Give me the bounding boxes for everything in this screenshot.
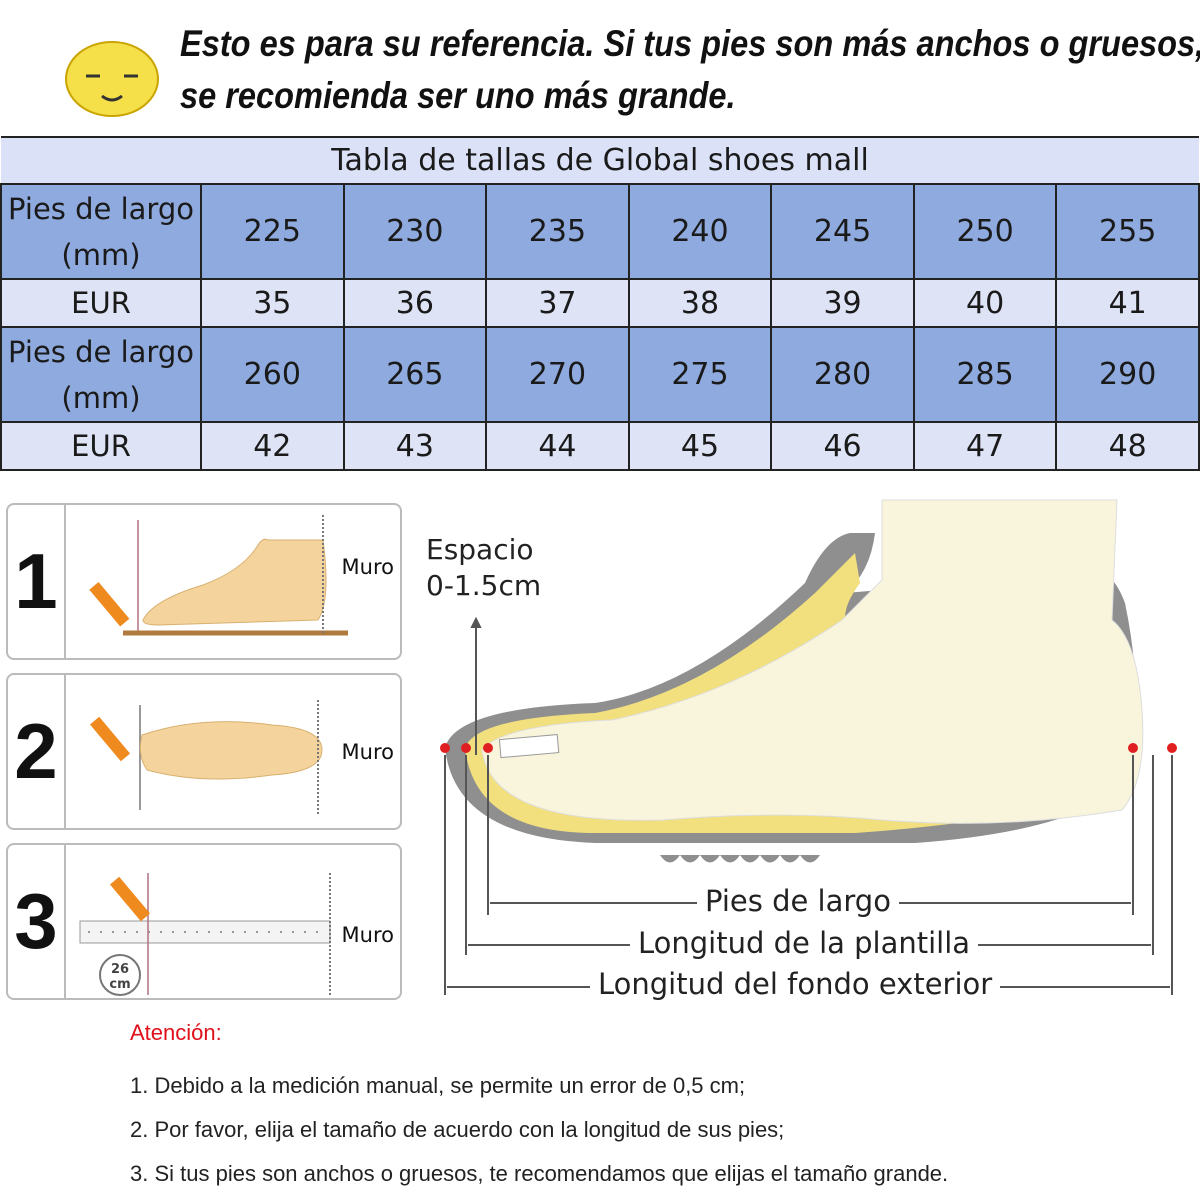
ruler-illustration: 26 cm [79,873,331,996]
step-2: 2 Muro [6,673,402,830]
length-cell: 255 [1055,183,1200,280]
eur-label: EUR [0,421,202,471]
space-label: Espacio 0-1.5cm [426,532,541,604]
wall-label: Muro [341,923,394,947]
length-cell: 270 [485,326,630,423]
step-number: 1 [8,505,66,658]
step-3: 3 26 cm Muro [6,843,402,1000]
table-title: Tabla de tallas de Global shoes mall [1,136,1199,185]
length-cell: 290 [1055,326,1200,423]
length-cell: 260 [200,326,345,423]
wall-label: Muro [341,555,394,579]
space-label-line-1: Espacio [426,533,534,566]
eur-cell: 38 [627,278,773,328]
foot-length-label: Pies de largo [697,884,899,918]
foot-side-illustration [89,515,348,636]
step-number: 2 [8,675,66,828]
table-row: EUR 42 43 44 45 46 47 48 [0,421,1200,471]
eur-cell: 35 [200,278,345,328]
reference-note: Esto es para su referencia. Si tus pies … [180,18,1200,122]
length-cell: 285 [912,326,1058,423]
attention-title: Atención: [130,1020,222,1045]
ruler-badge-unit: cm [109,977,130,992]
length-cell: 235 [485,183,630,280]
table-row: Pies de largo (mm) 260 265 270 275 280 28… [0,326,1200,423]
note-line-2: se recomienda ser uno más grande. [180,75,736,116]
eur-cell: 48 [1055,421,1200,471]
note-line-1: Esto es para su referencia. Si tus pies … [180,23,1200,64]
length-label: Pies de largo (mm) [0,326,202,423]
length-label: Pies de largo (mm) [0,183,202,280]
ruler-badge-number: 26 [111,962,129,977]
sleepy-smiley-icon [65,41,159,117]
length-cell: 240 [627,183,773,280]
length-cell: 265 [342,326,488,423]
foot-top-illustration [89,700,323,815]
length-cell: 280 [770,326,915,423]
step-number: 3 [8,845,66,998]
shoe-cross-section-illustration [440,499,1177,995]
eur-cell: 36 [342,278,488,328]
measurement-steps: 1 Muro 2 Muro 3 26 cm [6,503,402,1013]
table-row: Pies de largo (mm) 225 230 235 240 245 25… [0,183,1200,280]
length-cell: 245 [770,183,915,280]
outsole-length-label: Longitud del fondo exterior [590,967,1001,1001]
attention-list: 1. Debido a la medición manual, se permi… [130,1064,948,1196]
table-row: EUR 35 36 37 38 39 40 41 [0,278,1200,328]
eur-cell: 44 [485,421,630,471]
size-table: Tabla de tallas de Global shoes mall Pie… [0,136,1200,471]
step-1: 1 Muro [6,503,402,660]
length-cell: 230 [342,183,488,280]
eur-label: EUR [0,278,202,328]
attention-item: 2. Por favor, elija el tamaño de acuerdo… [130,1117,785,1142]
attention-item: 3. Si tus pies son anchos o gruesos, te … [130,1161,949,1186]
eur-cell: 47 [912,421,1058,471]
eur-cell: 43 [342,421,488,471]
eur-cell: 40 [912,278,1058,328]
insole-length-label: Longitud de la plantilla [630,926,979,960]
eur-cell: 37 [485,278,630,328]
length-cell: 275 [627,326,773,423]
eur-cell: 45 [627,421,773,471]
space-label-line-2: 0-1.5cm [426,569,542,602]
eur-cell: 42 [200,421,345,471]
length-cell: 250 [912,183,1058,280]
length-cell: 225 [200,183,345,280]
eur-cell: 39 [770,278,915,328]
attention-item: 1. Debido a la medición manual, se permi… [130,1073,746,1098]
wall-label: Muro [341,740,394,764]
eur-cell: 46 [770,421,915,471]
eur-cell: 41 [1055,278,1200,328]
